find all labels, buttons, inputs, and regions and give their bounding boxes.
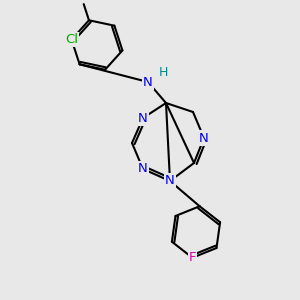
Text: N: N bbox=[138, 112, 148, 124]
Text: F: F bbox=[189, 251, 196, 264]
Text: N: N bbox=[199, 131, 209, 145]
Text: Cl: Cl bbox=[65, 33, 78, 46]
Text: N: N bbox=[143, 76, 153, 88]
Text: N: N bbox=[138, 163, 148, 176]
Text: N: N bbox=[165, 175, 175, 188]
Text: H: H bbox=[158, 67, 168, 80]
